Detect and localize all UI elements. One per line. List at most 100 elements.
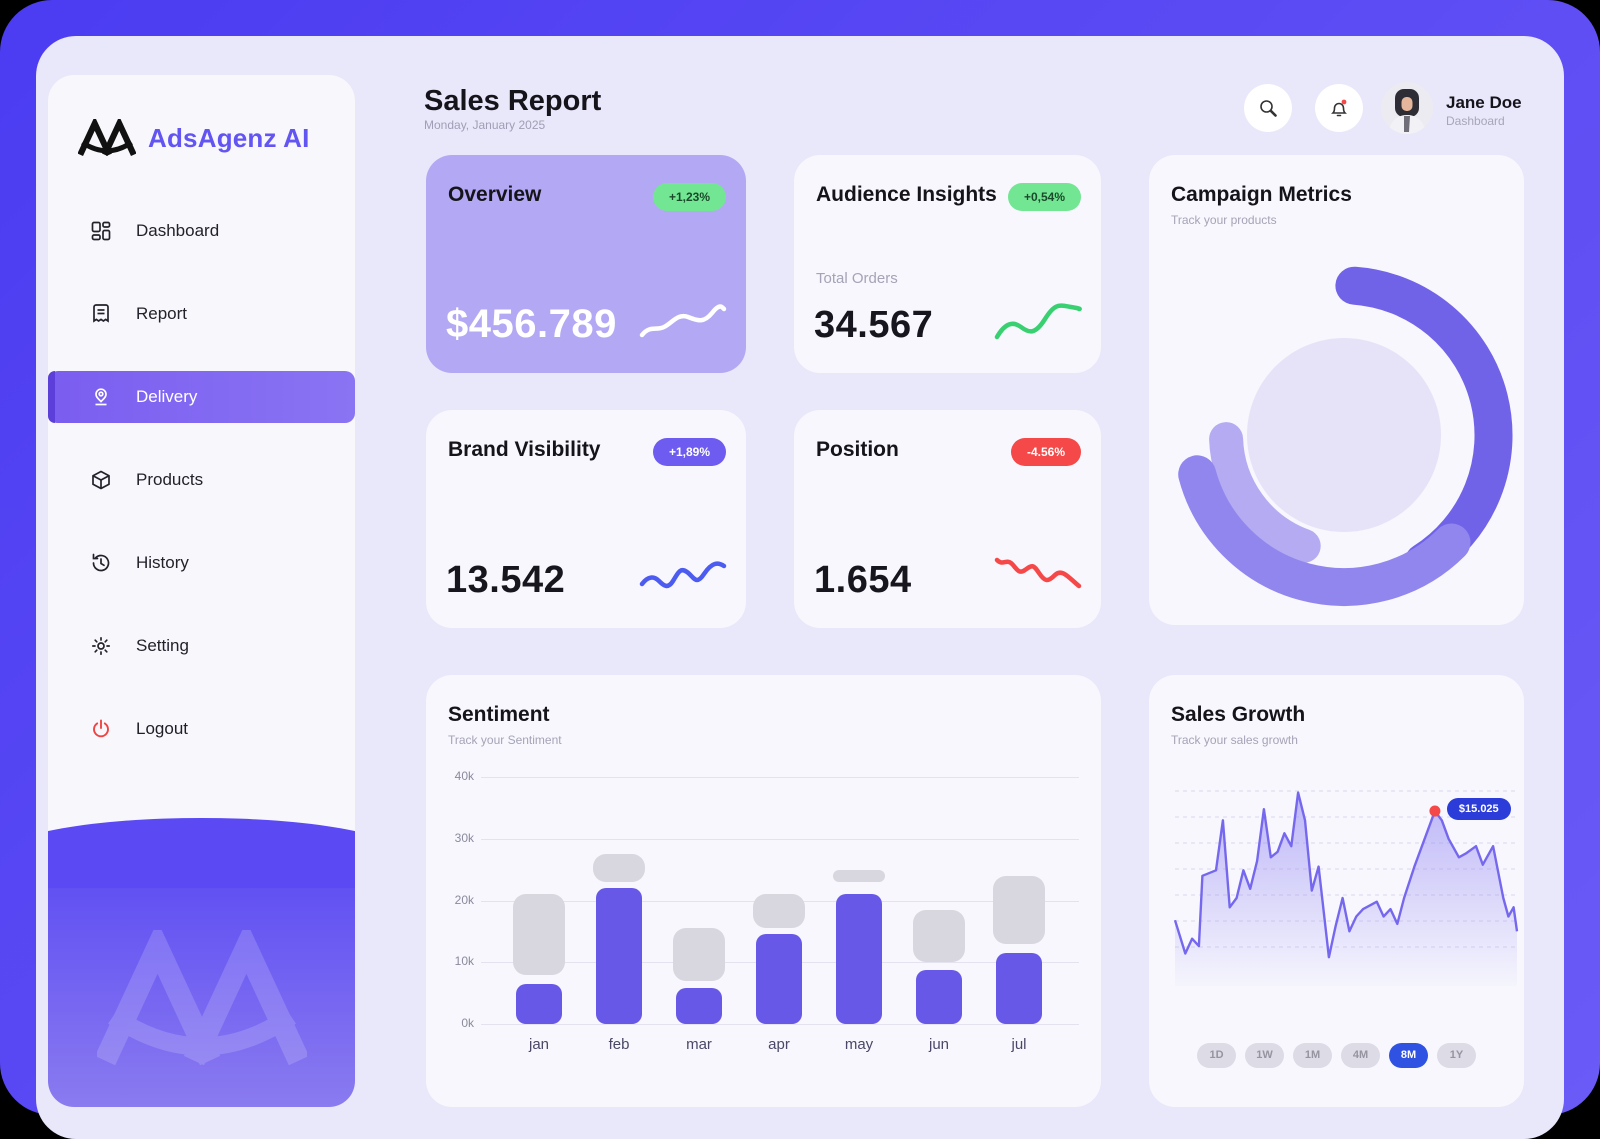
position-change-badge: -4.56% bbox=[1011, 438, 1081, 466]
x-tick-label: may bbox=[829, 1036, 889, 1053]
delivery-pin-icon bbox=[90, 386, 112, 408]
value-bar bbox=[916, 970, 962, 1024]
value-bar bbox=[516, 984, 562, 1024]
avatar[interactable] bbox=[1381, 82, 1433, 134]
user-role: Dashboard bbox=[1446, 114, 1505, 128]
y-tick-label: 0k bbox=[434, 1016, 474, 1030]
logout-power-icon bbox=[90, 718, 112, 740]
dashboard-icon bbox=[90, 220, 112, 242]
audience-value: 34.567 bbox=[814, 304, 933, 347]
avatar-image bbox=[1381, 82, 1433, 134]
brand-visibility-card: Brand Visibility +1,89% 13.542 bbox=[426, 410, 746, 628]
range-bar bbox=[993, 876, 1045, 944]
audience-title: Audience Insights bbox=[816, 183, 997, 207]
audience-insights-card: Audience Insights +0,54% Total Orders 34… bbox=[794, 155, 1101, 373]
audience-change-badge: +0,54% bbox=[1008, 183, 1081, 211]
report-icon bbox=[90, 303, 112, 325]
sidebar-item-label: Report bbox=[136, 304, 187, 324]
marker-dot bbox=[1429, 806, 1440, 817]
app-name: AdsAgenz AI bbox=[148, 123, 310, 154]
adsagenz-logo-icon bbox=[78, 119, 136, 157]
sidebar-nav: Dashboard Report Delivery bbox=[48, 205, 355, 755]
y-tick-label: 10k bbox=[434, 954, 474, 968]
value-tooltip: $15.025 bbox=[1447, 798, 1511, 820]
brand-change-badge: +1,89% bbox=[653, 438, 726, 466]
adsagenz-watermark-icon bbox=[97, 930, 307, 1070]
brand-sparkline bbox=[638, 554, 728, 598]
position-value: 1.654 bbox=[814, 559, 912, 602]
overview-sparkline bbox=[638, 299, 728, 343]
sidebar-item-report[interactable]: Report bbox=[48, 288, 355, 340]
overview-value: $456.789 bbox=[446, 302, 617, 347]
sidebar-item-label: Logout bbox=[136, 719, 188, 739]
brand-title: Brand Visibility bbox=[448, 438, 601, 462]
y-tick-label: 40k bbox=[434, 769, 474, 783]
gear-icon bbox=[90, 635, 112, 657]
value-bar bbox=[836, 894, 882, 1024]
area-fill bbox=[1175, 793, 1517, 986]
sidebar-item-label: Dashboard bbox=[136, 221, 219, 241]
sidebar-item-label: History bbox=[136, 553, 189, 573]
search-icon bbox=[1257, 97, 1279, 119]
sidebar-item-setting[interactable]: Setting bbox=[48, 620, 355, 672]
value-bar bbox=[596, 888, 642, 1024]
sidebar-item-logout[interactable]: Logout bbox=[48, 703, 355, 755]
main-content: Sales Report Monday, January 2025 Jane D… bbox=[388, 36, 1564, 1139]
value-bar bbox=[996, 953, 1042, 1024]
x-tick-label: jan bbox=[509, 1036, 569, 1053]
value-bar bbox=[756, 934, 802, 1024]
campaign-metrics-card: Campaign Metrics Track your products bbox=[1149, 155, 1524, 625]
history-icon bbox=[90, 552, 112, 574]
gridline bbox=[481, 1024, 1079, 1025]
x-tick-label: jul bbox=[989, 1036, 1049, 1053]
page-title: Sales Report bbox=[424, 85, 601, 118]
gridline bbox=[481, 839, 1079, 840]
overview-change-badge: +1,23% bbox=[653, 183, 726, 211]
user-name: Jane Doe bbox=[1446, 93, 1522, 113]
range-bar bbox=[913, 910, 965, 962]
y-tick-label: 30k bbox=[434, 831, 474, 845]
range-bar bbox=[833, 870, 885, 882]
range-pill-1d[interactable]: 1D bbox=[1197, 1043, 1236, 1068]
sidebar-item-dashboard[interactable]: Dashboard bbox=[48, 205, 355, 257]
overview-card: Overview +1,23% $456.789 bbox=[426, 155, 746, 373]
campaign-subtitle: Track your products bbox=[1171, 213, 1277, 227]
search-button[interactable] bbox=[1244, 84, 1292, 132]
page-date: Monday, January 2025 bbox=[424, 118, 545, 132]
sidebar-item-delivery[interactable]: Delivery bbox=[48, 371, 355, 423]
range-pill-8m[interactable]: 8M bbox=[1389, 1043, 1428, 1068]
range-pill-1y[interactable]: 1Y bbox=[1437, 1043, 1476, 1068]
x-tick-label: feb bbox=[589, 1036, 649, 1053]
range-bar bbox=[673, 928, 725, 980]
sidebar-item-history[interactable]: History bbox=[48, 537, 355, 589]
sidebar-item-label: Setting bbox=[136, 636, 189, 656]
notifications-button[interactable] bbox=[1315, 84, 1363, 132]
range-bar bbox=[753, 894, 805, 928]
range-bar bbox=[593, 854, 645, 882]
sidebar-item-products[interactable]: Products bbox=[48, 454, 355, 506]
app-background: AdsAgenz AI Dashboard Report bbox=[36, 36, 1564, 1139]
campaign-title: Campaign Metrics bbox=[1171, 183, 1352, 207]
audience-sparkline bbox=[993, 299, 1083, 343]
gridline bbox=[481, 777, 1079, 778]
y-tick-label: 20k bbox=[434, 893, 474, 907]
range-pill-1w[interactable]: 1W bbox=[1245, 1043, 1284, 1068]
growth-chart-svg bbox=[1149, 675, 1524, 1035]
products-box-icon bbox=[90, 469, 112, 491]
sidebar: AdsAgenz AI Dashboard Report bbox=[48, 75, 355, 1107]
sidebar-item-label: Delivery bbox=[136, 387, 197, 407]
range-pill-4m[interactable]: 4M bbox=[1341, 1043, 1380, 1068]
range-bar bbox=[513, 894, 565, 974]
range-pill-1m[interactable]: 1M bbox=[1293, 1043, 1332, 1068]
overview-title: Overview bbox=[448, 183, 541, 207]
value-bar bbox=[676, 988, 722, 1024]
x-tick-label: jun bbox=[909, 1036, 969, 1053]
campaign-radial-chart bbox=[1149, 235, 1524, 625]
app-logo: AdsAgenz AI bbox=[48, 75, 355, 157]
x-tick-label: mar bbox=[669, 1036, 729, 1053]
position-sparkline bbox=[993, 554, 1083, 598]
bell-icon bbox=[1327, 96, 1351, 120]
device-frame: AdsAgenz AI Dashboard Report bbox=[0, 0, 1600, 1115]
